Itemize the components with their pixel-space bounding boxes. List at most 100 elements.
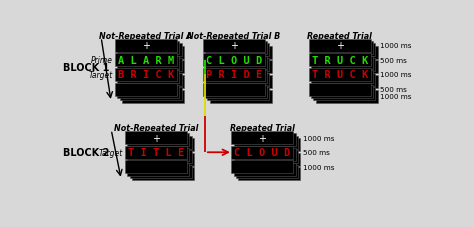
- Text: T I T L E: T I T L E: [128, 148, 184, 158]
- Bar: [205, 86, 267, 99]
- Bar: [205, 71, 267, 84]
- Bar: [205, 42, 267, 55]
- Text: +: +: [258, 133, 266, 143]
- Bar: [210, 61, 272, 74]
- Bar: [115, 54, 177, 67]
- Text: BLOCK 1: BLOCK 1: [63, 63, 109, 73]
- Bar: [202, 39, 264, 52]
- Bar: [207, 44, 269, 57]
- Text: 500 ms: 500 ms: [380, 87, 407, 93]
- Text: Not-Repeated Trial: Not-Repeated Trial: [114, 124, 198, 133]
- Bar: [132, 138, 194, 151]
- Bar: [309, 69, 371, 82]
- Bar: [125, 146, 187, 159]
- Bar: [313, 88, 375, 101]
- Bar: [118, 86, 179, 99]
- Text: 1000 ms: 1000 ms: [380, 72, 411, 78]
- Bar: [122, 90, 184, 103]
- Bar: [115, 83, 177, 96]
- Text: C L O U D: C L O U D: [234, 148, 291, 158]
- Bar: [205, 56, 267, 69]
- Bar: [207, 73, 269, 86]
- Text: Target: Target: [99, 148, 123, 157]
- Bar: [238, 138, 300, 151]
- Bar: [231, 161, 293, 174]
- Text: +: +: [152, 133, 160, 143]
- Text: Repeated Trial: Repeated Trial: [307, 32, 372, 41]
- Text: P R I D E: P R I D E: [206, 70, 262, 80]
- Bar: [118, 42, 179, 55]
- Bar: [313, 73, 375, 86]
- Bar: [316, 61, 378, 74]
- Bar: [238, 168, 300, 180]
- Bar: [234, 134, 296, 147]
- Text: C L O U D: C L O U D: [206, 56, 262, 66]
- Bar: [236, 165, 298, 178]
- Text: +: +: [336, 41, 344, 51]
- Bar: [234, 163, 296, 176]
- Text: 1000 ms: 1000 ms: [302, 135, 334, 141]
- Bar: [130, 151, 192, 164]
- Text: Target: Target: [89, 71, 113, 80]
- Text: 1000 ms: 1000 ms: [302, 164, 334, 170]
- Bar: [231, 131, 293, 145]
- Text: BLOCK 2: BLOCK 2: [63, 148, 109, 158]
- Bar: [130, 165, 192, 178]
- Text: 500 ms: 500 ms: [302, 150, 329, 155]
- Bar: [122, 46, 184, 59]
- Bar: [210, 90, 272, 103]
- Bar: [202, 69, 264, 82]
- Bar: [118, 56, 179, 69]
- Bar: [238, 153, 300, 166]
- Bar: [120, 88, 182, 101]
- Text: Prime: Prime: [91, 56, 113, 65]
- Bar: [128, 134, 190, 147]
- Bar: [316, 46, 378, 59]
- Bar: [234, 148, 296, 161]
- Bar: [115, 69, 177, 82]
- Bar: [311, 56, 373, 69]
- Bar: [125, 131, 187, 145]
- Bar: [128, 148, 190, 161]
- Bar: [309, 83, 371, 96]
- Text: +: +: [142, 41, 150, 51]
- Bar: [311, 86, 373, 99]
- Bar: [207, 59, 269, 72]
- Bar: [122, 61, 184, 74]
- Bar: [202, 54, 264, 67]
- Bar: [120, 44, 182, 57]
- Bar: [120, 59, 182, 72]
- Bar: [236, 151, 298, 164]
- Bar: [120, 73, 182, 86]
- Bar: [122, 76, 184, 89]
- Bar: [311, 42, 373, 55]
- Bar: [313, 59, 375, 72]
- Text: +: +: [229, 41, 237, 51]
- Text: A L A R M: A L A R M: [118, 56, 174, 66]
- Text: T R U C K: T R U C K: [312, 56, 368, 66]
- Bar: [130, 136, 192, 149]
- Bar: [316, 76, 378, 89]
- Bar: [115, 39, 177, 52]
- Bar: [311, 71, 373, 84]
- Text: Not-Repeated Trial B: Not-Repeated Trial B: [187, 32, 280, 41]
- Bar: [118, 71, 179, 84]
- Text: 1000 ms: 1000 ms: [380, 94, 411, 100]
- Text: T R U C K: T R U C K: [312, 70, 368, 80]
- Bar: [125, 161, 187, 174]
- Text: Not-Repeated Trial A: Not-Repeated Trial A: [100, 32, 193, 41]
- Bar: [231, 146, 293, 159]
- Bar: [210, 46, 272, 59]
- Text: 500 ms: 500 ms: [380, 58, 407, 64]
- Bar: [236, 136, 298, 149]
- Text: 1000 ms: 1000 ms: [380, 43, 411, 49]
- Bar: [210, 76, 272, 89]
- Bar: [309, 39, 371, 52]
- Bar: [309, 54, 371, 67]
- Bar: [132, 168, 194, 180]
- Bar: [207, 88, 269, 101]
- Bar: [313, 44, 375, 57]
- Bar: [202, 83, 264, 96]
- Text: Repeated Trial: Repeated Trial: [230, 124, 295, 133]
- Bar: [128, 163, 190, 176]
